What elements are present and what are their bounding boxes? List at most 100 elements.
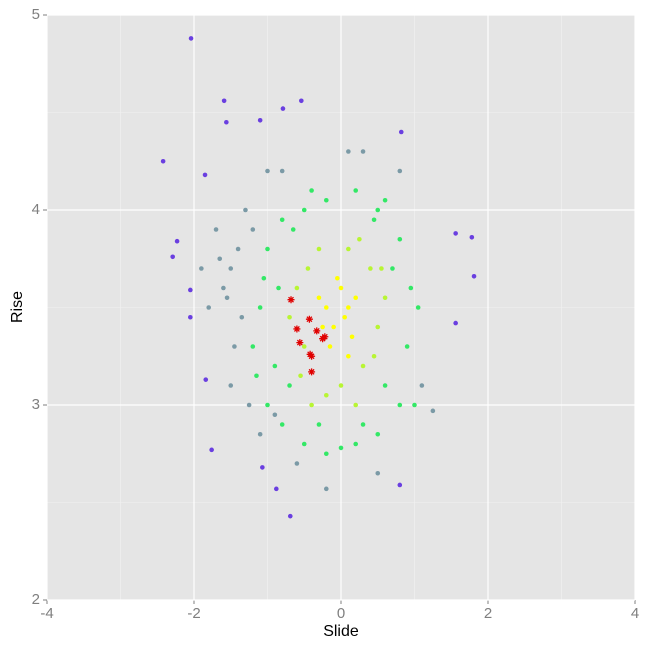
star-point (287, 296, 295, 304)
point (246, 402, 252, 408)
point (257, 431, 263, 437)
x-tick-label: 0 (337, 605, 345, 622)
star-point (293, 325, 301, 333)
point (199, 266, 204, 271)
point (316, 422, 322, 427)
star-point (305, 315, 313, 323)
point (232, 344, 237, 349)
point (360, 363, 366, 369)
point (221, 98, 227, 104)
x-tick-label: 4 (631, 605, 639, 622)
point (453, 231, 458, 236)
y-tick-label: 3 (32, 396, 40, 413)
star-point (296, 339, 304, 347)
point (250, 344, 256, 349)
point (324, 451, 329, 457)
point (324, 486, 329, 492)
point (228, 266, 234, 271)
point (353, 188, 359, 193)
point (261, 275, 267, 281)
point (430, 408, 436, 414)
point (469, 235, 475, 240)
y-tick-label: 2 (32, 591, 40, 608)
point (419, 383, 425, 388)
point (280, 106, 286, 111)
point (265, 246, 270, 252)
point (397, 236, 403, 242)
point (290, 227, 296, 232)
point (299, 98, 304, 104)
point (353, 441, 359, 447)
x-tick-label: -4 (40, 605, 53, 622)
point (294, 285, 300, 291)
point (338, 383, 344, 388)
point (298, 373, 303, 379)
point (274, 486, 279, 492)
point (375, 470, 381, 476)
y-tick-label: 4 (32, 201, 40, 218)
point (202, 172, 208, 178)
point (375, 431, 381, 437)
point (375, 324, 381, 330)
point (375, 207, 381, 213)
point (209, 447, 214, 453)
point (221, 285, 226, 291)
point (338, 445, 344, 451)
point (279, 217, 285, 223)
point (346, 149, 351, 154)
point (331, 324, 336, 330)
x-tick-label: 2 (484, 605, 492, 622)
point (188, 314, 193, 320)
point (360, 149, 366, 154)
point (349, 334, 355, 340)
point (346, 246, 351, 252)
point (224, 295, 230, 301)
x-axis-label: Slide (323, 623, 359, 640)
point (382, 383, 388, 388)
point (335, 275, 340, 281)
point (412, 402, 417, 408)
point (188, 36, 194, 41)
point (316, 246, 322, 252)
point (346, 353, 351, 359)
point (371, 217, 377, 223)
point (294, 461, 300, 466)
point (228, 383, 234, 388)
point (260, 465, 265, 470)
point (397, 482, 403, 488)
point (368, 266, 373, 271)
point (254, 373, 259, 379)
point (379, 266, 384, 271)
point (309, 188, 314, 193)
point (404, 344, 410, 349)
point (203, 377, 209, 382)
point (276, 285, 281, 291)
point (301, 344, 307, 349)
point (415, 305, 421, 310)
point (398, 129, 404, 135)
point (353, 295, 359, 301)
point (265, 168, 270, 174)
point (272, 363, 278, 369)
point (397, 402, 403, 408)
point (287, 383, 292, 388)
star-point (313, 327, 321, 335)
point (287, 314, 292, 320)
point (408, 285, 414, 291)
point (301, 441, 307, 447)
point (397, 168, 403, 174)
y-tick-label: 5 (32, 6, 40, 23)
point (188, 287, 193, 293)
point (160, 158, 166, 164)
point (301, 207, 307, 213)
point (279, 422, 285, 427)
point (382, 295, 388, 301)
point (174, 238, 180, 244)
point (170, 254, 175, 260)
point (390, 266, 395, 271)
point (235, 246, 241, 252)
point (371, 353, 377, 359)
y-axis-label: Rise (9, 291, 26, 323)
